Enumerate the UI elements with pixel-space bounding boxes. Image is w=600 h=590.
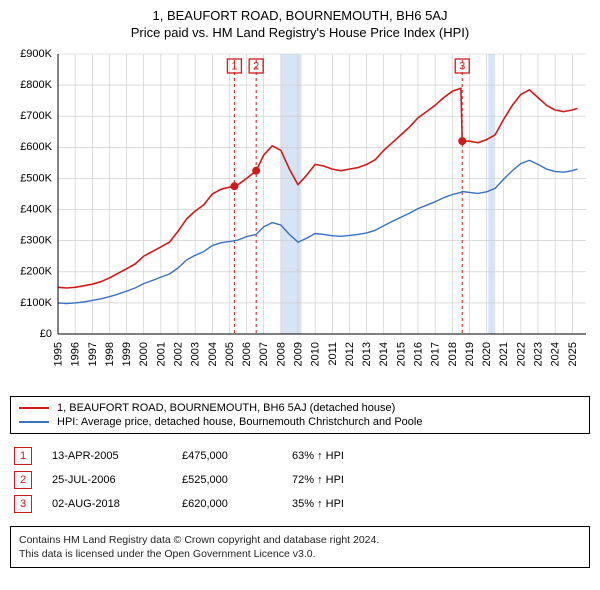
transaction-row: 2 25-JUL-2006 £525,000 72% ↑ HPI bbox=[10, 468, 590, 492]
svg-text:3: 3 bbox=[459, 60, 465, 72]
svg-text:2006: 2006 bbox=[241, 342, 253, 366]
svg-text:1995: 1995 bbox=[53, 342, 65, 366]
svg-text:2011: 2011 bbox=[327, 342, 339, 366]
svg-text:2020: 2020 bbox=[481, 342, 493, 366]
svg-text:2004: 2004 bbox=[207, 342, 219, 366]
transaction-badge: 3 bbox=[14, 495, 32, 513]
transactions-table: 1 13-APR-2005 £475,000 63% ↑ HPI 2 25-JUL-200… bbox=[10, 444, 590, 516]
svg-text:2022: 2022 bbox=[515, 342, 527, 366]
svg-text:2005: 2005 bbox=[224, 342, 236, 366]
svg-text:£300K: £300K bbox=[20, 235, 52, 247]
price-chart: 1 2 3 £0 £100K £200K £300K £400K £500K £600K £700K… bbox=[10, 46, 590, 386]
chart-title: 1, BEAUFORT ROAD, BOURNEMOUTH, BH6 5AJ bbox=[10, 8, 590, 23]
legend: 1, BEAUFORT ROAD, BOURNEMOUTH, BH6 5AJ (… bbox=[10, 396, 590, 434]
transaction-price: £525,000 bbox=[182, 474, 272, 486]
transaction-date: 13-APR-2005 bbox=[52, 450, 162, 462]
svg-text:2013: 2013 bbox=[361, 342, 373, 366]
svg-text:2018: 2018 bbox=[447, 342, 459, 366]
svg-text:2001: 2001 bbox=[155, 342, 167, 366]
legend-item: HPI: Average price, detached house, Bour… bbox=[19, 415, 581, 429]
svg-text:2025: 2025 bbox=[567, 342, 579, 366]
attribution: Contains HM Land Registry data © Crown c… bbox=[10, 526, 590, 568]
svg-text:2023: 2023 bbox=[533, 342, 545, 366]
attribution-line: This data is licensed under the Open Gov… bbox=[19, 547, 581, 561]
svg-text:2: 2 bbox=[253, 60, 259, 72]
svg-text:1998: 1998 bbox=[104, 342, 116, 366]
transaction-hpi-delta: 63% ↑ HPI bbox=[292, 450, 392, 462]
transaction-badge: 1 bbox=[14, 447, 32, 465]
title-block: 1, BEAUFORT ROAD, BOURNEMOUTH, BH6 5AJ P… bbox=[10, 8, 590, 40]
svg-text:£100K: £100K bbox=[20, 297, 52, 309]
svg-text:£900K: £900K bbox=[20, 48, 52, 60]
svg-text:£500K: £500K bbox=[20, 172, 52, 184]
svg-text:£200K: £200K bbox=[20, 266, 52, 278]
svg-text:1997: 1997 bbox=[87, 342, 99, 366]
legend-swatch bbox=[19, 407, 49, 409]
transaction-row: 3 02-AUG-2018 £620,000 35% ↑ HPI bbox=[10, 492, 590, 516]
transaction-date: 02-AUG-2018 bbox=[52, 498, 162, 510]
svg-text:£400K: £400K bbox=[20, 203, 52, 215]
svg-text:2002: 2002 bbox=[173, 342, 185, 366]
transaction-hpi-delta: 72% ↑ HPI bbox=[292, 474, 392, 486]
chart-svg: 1 2 3 £0 £100K £200K £300K £400K £500K £600K £700K… bbox=[10, 46, 590, 386]
svg-text:2024: 2024 bbox=[550, 342, 562, 366]
svg-text:2016: 2016 bbox=[413, 342, 425, 366]
transaction-hpi-delta: 35% ↑ HPI bbox=[292, 498, 392, 510]
transaction-badge: 2 bbox=[14, 471, 32, 489]
transaction-date: 25-JUL-2006 bbox=[52, 474, 162, 486]
svg-text:2017: 2017 bbox=[430, 342, 442, 366]
svg-text:1: 1 bbox=[231, 60, 237, 72]
svg-text:£700K: £700K bbox=[20, 110, 52, 122]
transaction-price: £620,000 bbox=[182, 498, 272, 510]
svg-text:£600K: £600K bbox=[20, 141, 52, 153]
svg-text:2009: 2009 bbox=[293, 342, 305, 366]
svg-text:2019: 2019 bbox=[464, 342, 476, 366]
svg-text:£800K: £800K bbox=[20, 79, 52, 91]
legend-label: 1, BEAUFORT ROAD, BOURNEMOUTH, BH6 5AJ (… bbox=[57, 402, 395, 414]
svg-text:2021: 2021 bbox=[498, 342, 510, 366]
legend-swatch bbox=[19, 421, 49, 423]
svg-text:2007: 2007 bbox=[258, 342, 270, 366]
svg-text:2010: 2010 bbox=[310, 342, 322, 366]
svg-text:2003: 2003 bbox=[190, 342, 202, 366]
attribution-line: Contains HM Land Registry data © Crown c… bbox=[19, 533, 581, 547]
legend-item: 1, BEAUFORT ROAD, BOURNEMOUTH, BH6 5AJ (… bbox=[19, 401, 581, 415]
svg-text:2008: 2008 bbox=[275, 342, 287, 366]
svg-text:1996: 1996 bbox=[70, 342, 82, 366]
transaction-row: 1 13-APR-2005 £475,000 63% ↑ HPI bbox=[10, 444, 590, 468]
svg-text:2012: 2012 bbox=[344, 342, 356, 366]
svg-text:1999: 1999 bbox=[121, 342, 133, 366]
legend-label: HPI: Average price, detached house, Bour… bbox=[57, 416, 422, 428]
svg-text:£0: £0 bbox=[40, 328, 52, 340]
transaction-price: £475,000 bbox=[182, 450, 272, 462]
svg-text:2015: 2015 bbox=[395, 342, 407, 366]
svg-text:2000: 2000 bbox=[138, 342, 150, 366]
chart-subtitle: Price paid vs. HM Land Registry's House … bbox=[10, 25, 590, 40]
svg-text:2014: 2014 bbox=[378, 342, 390, 366]
